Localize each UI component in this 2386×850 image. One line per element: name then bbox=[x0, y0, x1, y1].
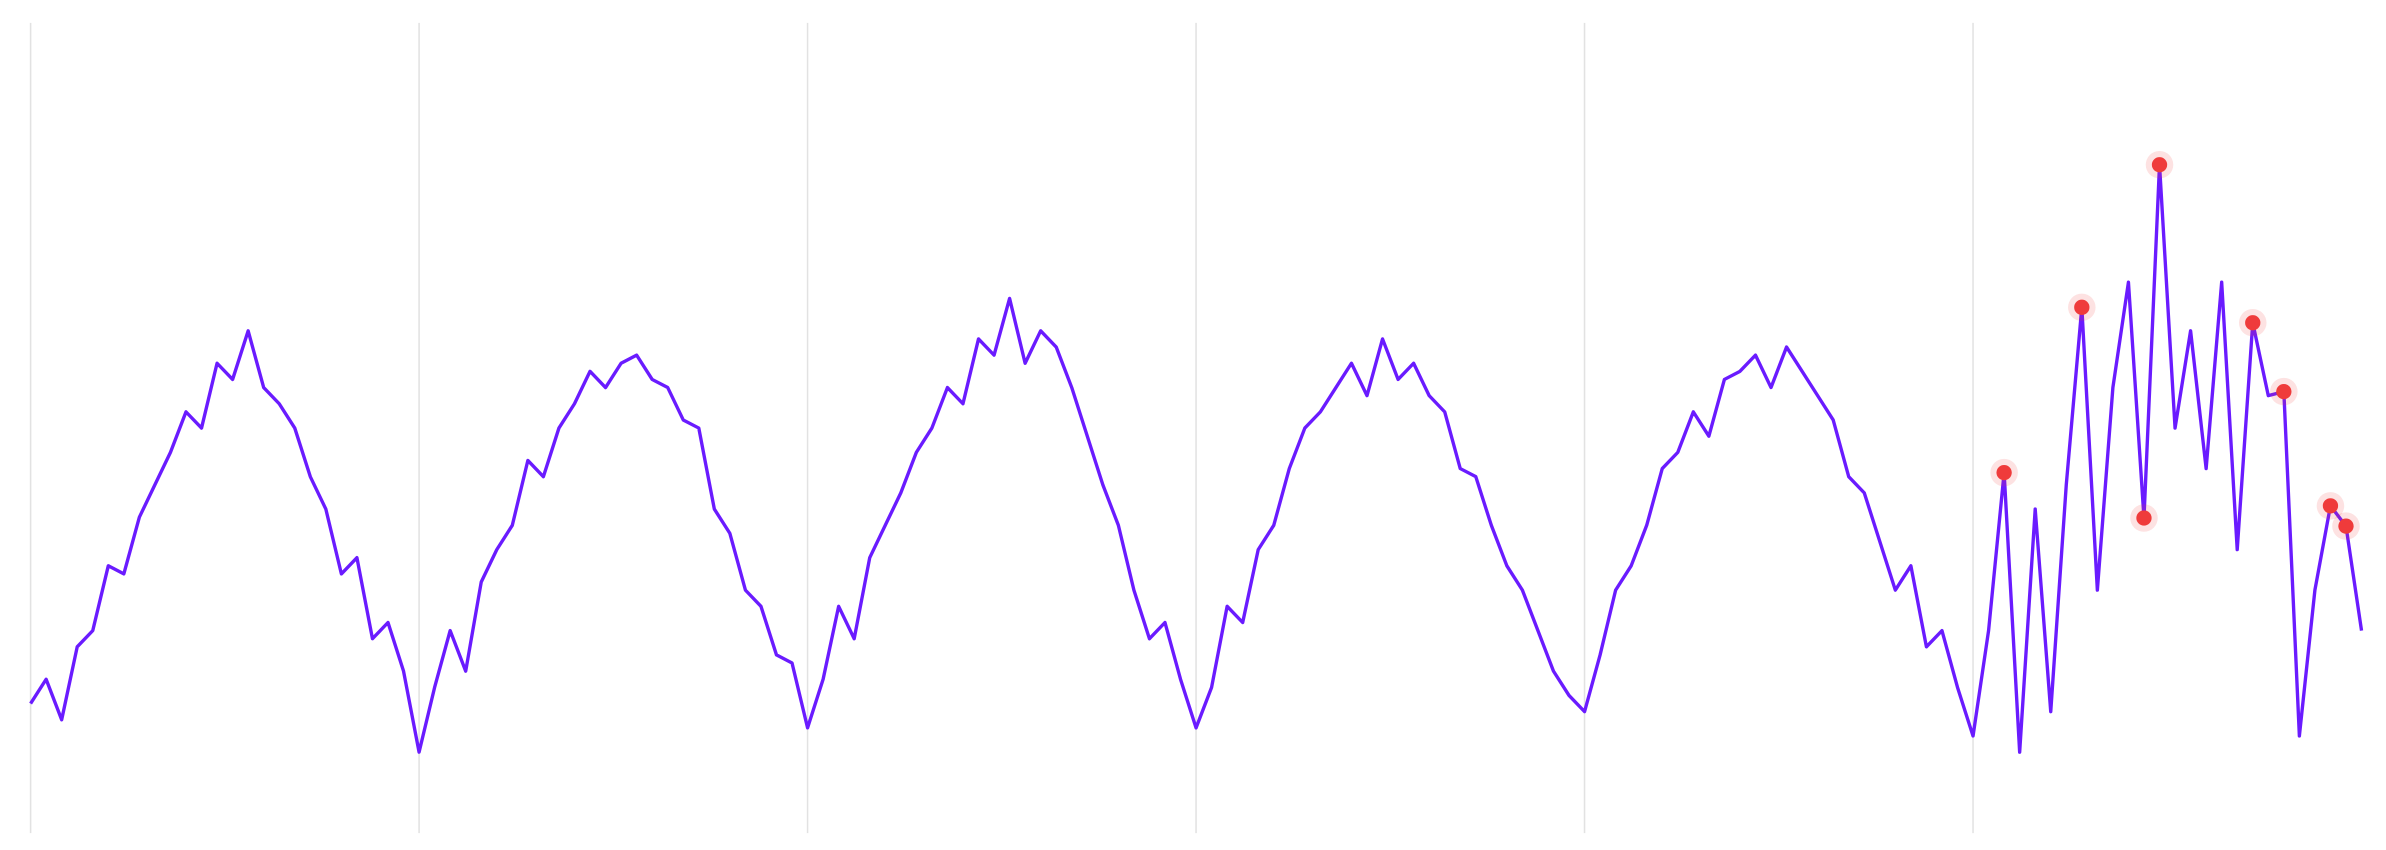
anomaly-point bbox=[2151, 157, 2168, 173]
data-line bbox=[29, 163, 2364, 754]
anomaly-point bbox=[2338, 518, 2354, 534]
anomaly-point bbox=[2276, 383, 2292, 400]
anomaly-point bbox=[2136, 510, 2152, 526]
anomaly-point bbox=[1996, 464, 2012, 481]
anomaly-point bbox=[2074, 299, 2090, 315]
anomaly-point bbox=[2322, 498, 2339, 514]
anomaly-point bbox=[2245, 315, 2261, 331]
